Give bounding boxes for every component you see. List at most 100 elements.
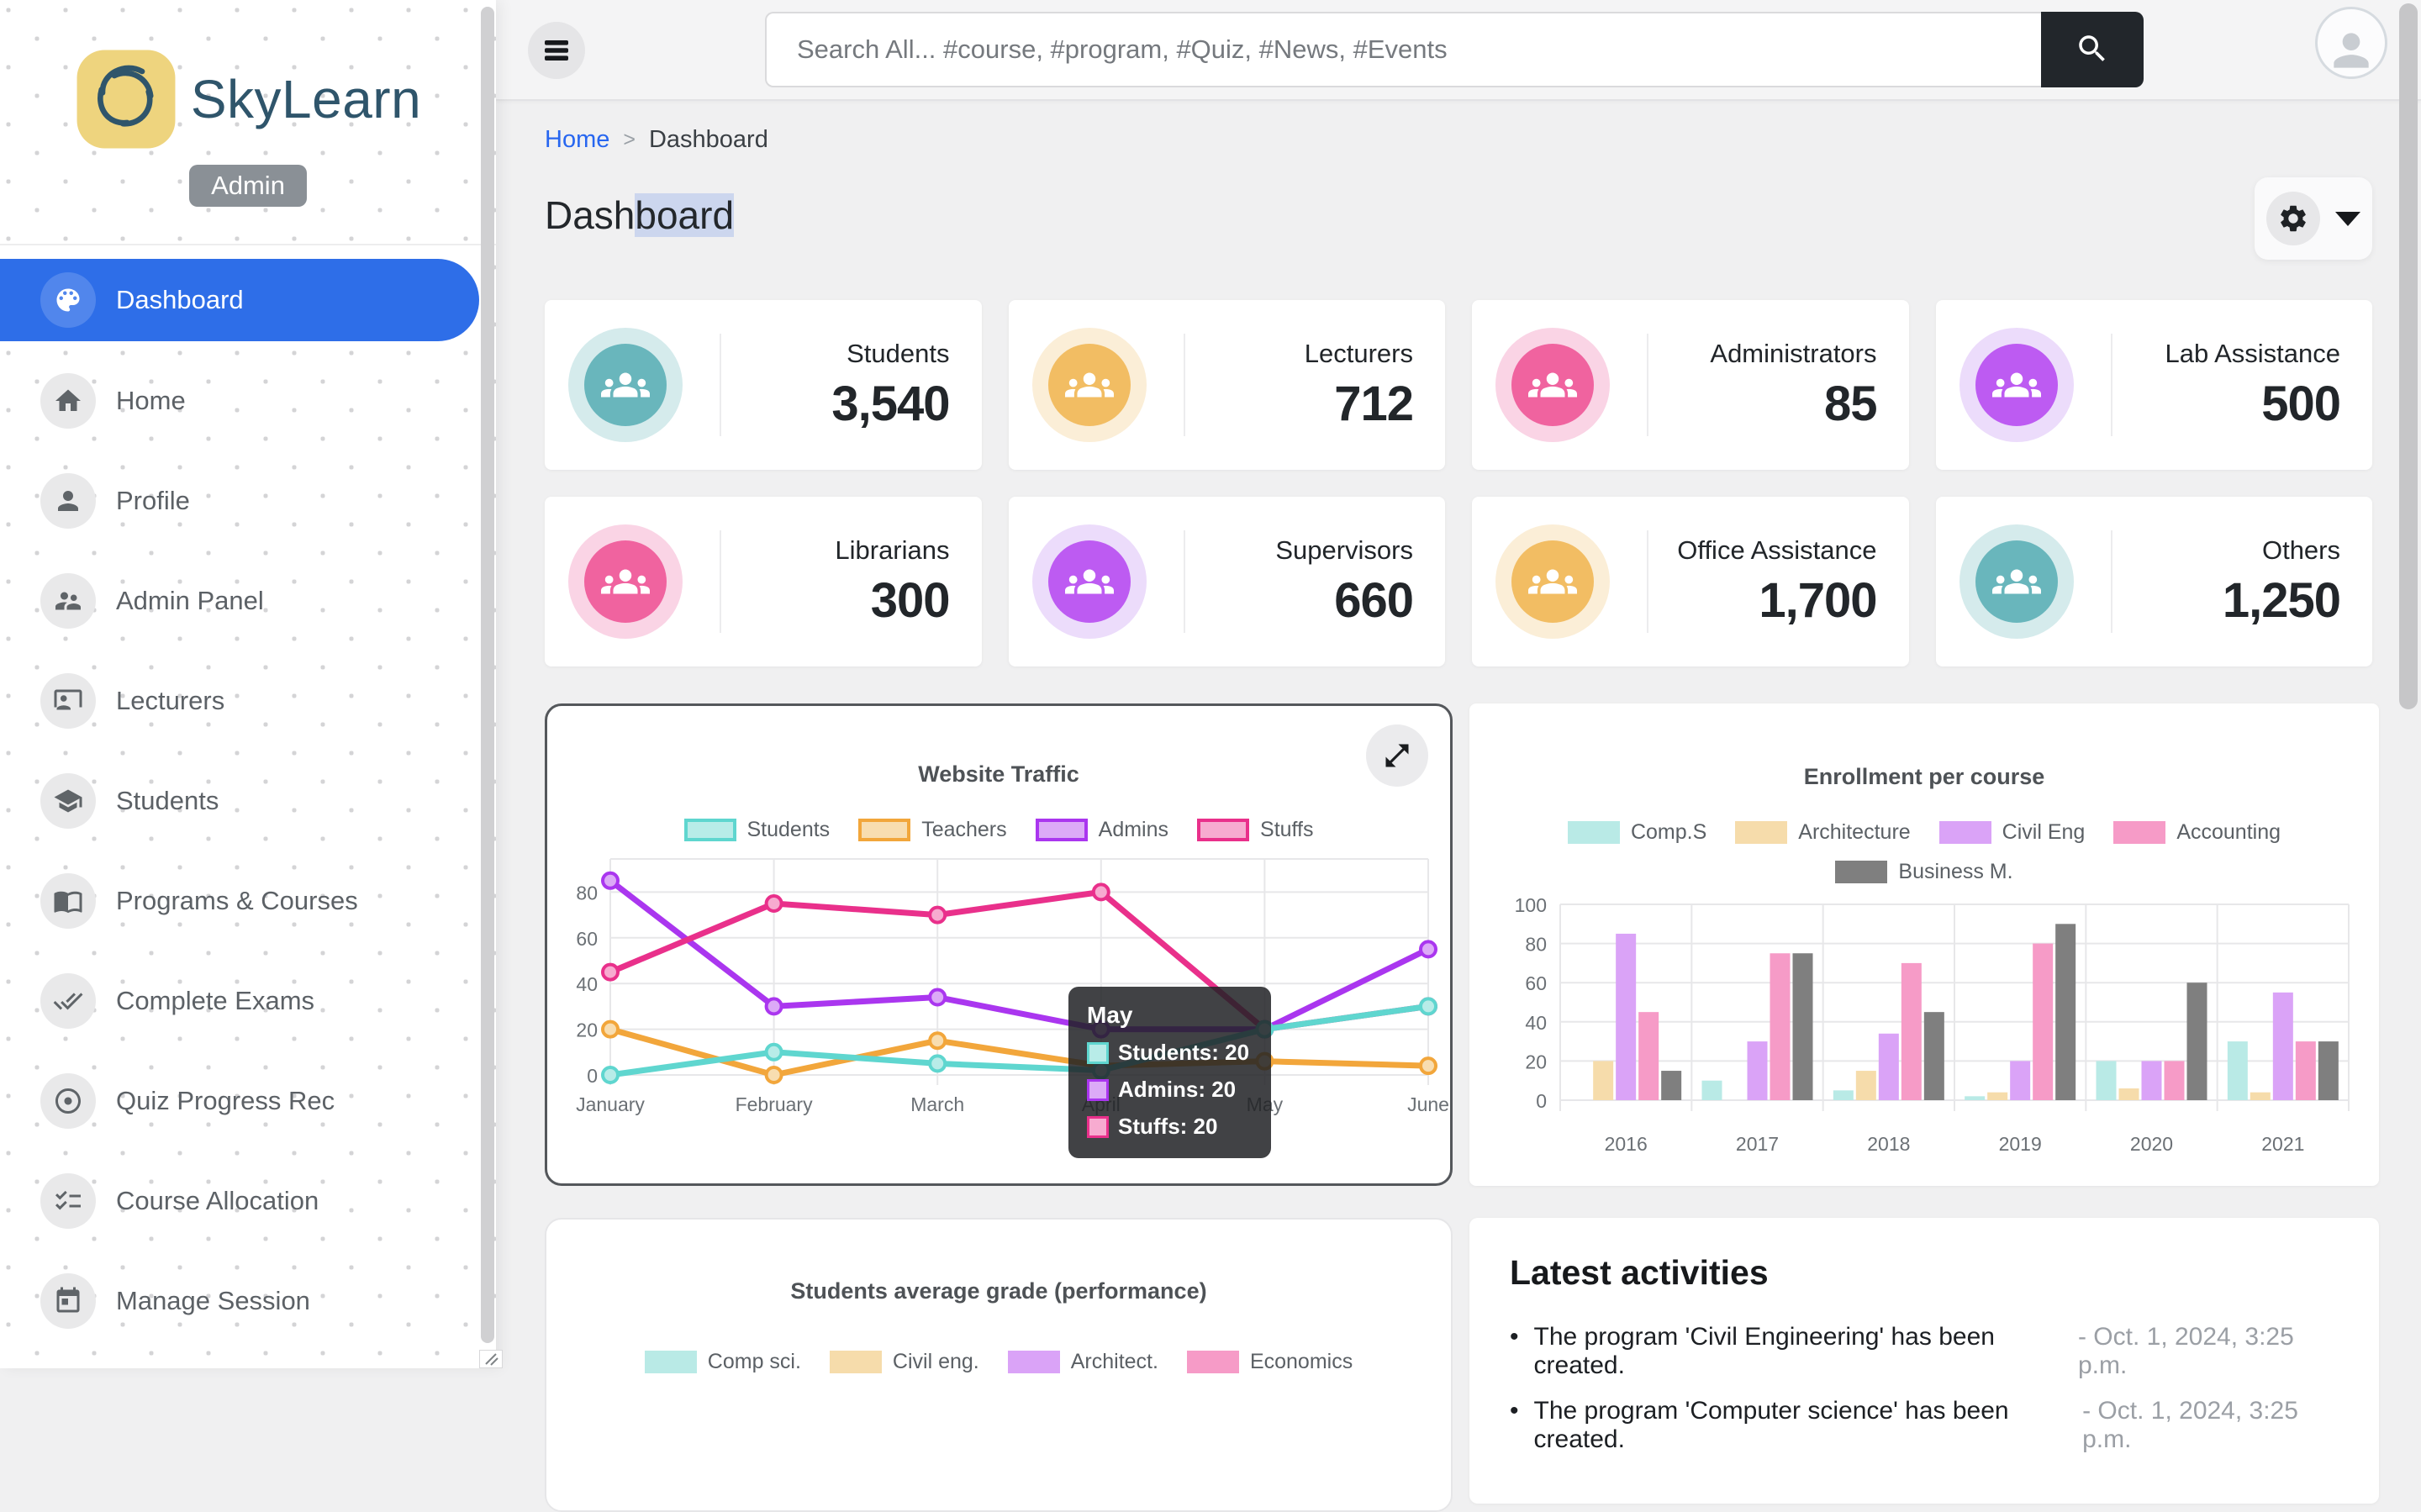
expand-icon[interactable]: [1366, 724, 1428, 787]
palette-icon: [40, 272, 96, 328]
legend-label: Architect.: [1070, 1350, 1158, 1373]
legend-civil-eng[interactable]: Civil Eng: [1938, 820, 2085, 845]
resize-grip-icon[interactable]: [479, 1350, 503, 1368]
target-icon: [40, 1072, 96, 1129]
chart-title: Students average grade (performance): [790, 1278, 1207, 1304]
stat-card: Others 1,250: [1935, 497, 2372, 666]
legend-swatch: [1197, 819, 1250, 841]
legend-accounting[interactable]: Accounting: [2113, 820, 2281, 845]
breadcrumb-separator: >: [623, 128, 636, 151]
page-scrollbar[interactable]: [2399, 3, 2418, 709]
sidebar-item-quiz-progress-rec[interactable]: Quiz Progress Rec: [0, 1051, 496, 1151]
svg-text:100: 100: [1515, 894, 1547, 916]
stat-label: Office Assistance: [1677, 535, 1877, 565]
legend-teachers[interactable]: Teachers: [858, 818, 1007, 842]
stats-grid: Students 3,540 Lecturers 712 Administrators 8…: [545, 300, 2372, 666]
traffic-line-chart[interactable]: January February March April May June 0 20 40 60 8…: [547, 852, 1455, 1130]
legend-comp-s[interactable]: Comp.S: [1567, 820, 1706, 845]
chart-title: Enrollment per course: [1803, 764, 2045, 789]
legend-label: Civil eng.: [892, 1350, 979, 1373]
legend-swatch: [2113, 821, 2166, 844]
legend-stuffs[interactable]: Stuffs: [1197, 818, 1313, 842]
groups-icon: [1047, 540, 1131, 623]
search-button[interactable]: [2041, 12, 2144, 87]
bullet-icon: •: [1510, 1323, 1519, 1351]
search-form: [765, 12, 2144, 87]
chevron-down-icon: [2335, 211, 2360, 226]
sidebar-item-dashboard[interactable]: Dashboard: [0, 259, 479, 341]
stat-icon-halo: [1031, 328, 1147, 442]
legend-swatch: [1567, 821, 1620, 844]
sidebar-item-label: Manage Session: [116, 1285, 310, 1315]
stat-text: Office Assistance 1,700: [1648, 535, 1909, 629]
brand[interactable]: SkyLearn: [0, 0, 496, 153]
svg-text:2020: 2020: [2130, 1133, 2173, 1155]
sidebar-item-home[interactable]: Home: [0, 350, 496, 450]
stat-label: Lecturers: [1304, 338, 1413, 368]
sidebar-item-profile[interactable]: Profile: [0, 450, 496, 551]
stat-text: Lab Assistance 500: [2112, 339, 2373, 432]
legend-architecture[interactable]: Architecture: [1735, 820, 1911, 845]
hamburger-menu-icon[interactable]: [528, 22, 585, 79]
legend-students[interactable]: Students: [683, 818, 830, 842]
legend-swatch: [683, 819, 736, 841]
divider: [1647, 334, 1648, 436]
sidebar-item-label: Lecturers: [116, 685, 225, 715]
sidebar-item-complete-exams[interactable]: Complete Exams: [0, 951, 496, 1051]
home-icon: [40, 372, 96, 429]
legend-architect-[interactable]: Architect.: [1007, 1350, 1158, 1374]
website-traffic-card: Website Traffic Students Teachers Admins St…: [545, 703, 1453, 1186]
groups-icon: [1064, 372, 1114, 398]
person-icon: [2334, 33, 2369, 68]
legend-economics[interactable]: Economics: [1186, 1350, 1353, 1374]
search-input[interactable]: [765, 12, 2041, 87]
legend-business-m-[interactable]: Business M.: [1835, 860, 2013, 884]
groups-icon: [1528, 569, 1577, 594]
sidebar-item-lecturers[interactable]: Lecturers: [0, 651, 496, 751]
breadcrumb-current: Dashboard: [648, 126, 768, 153]
divider: [720, 530, 721, 633]
settings-dropdown-button[interactable]: [2255, 177, 2372, 260]
user-avatar[interactable]: [2315, 7, 2387, 79]
gear-icon: [2266, 192, 2320, 245]
bottom-row: Students average grade (performance) Com…: [545, 1218, 2379, 1512]
lecturer-icon: [40, 672, 96, 729]
sidebar-item-label: Course Allocation: [116, 1185, 319, 1215]
svg-text:April: April: [1082, 1093, 1121, 1115]
skylearn-logo-icon: [76, 50, 176, 149]
legend-swatch: [829, 1351, 882, 1373]
legend-label: Accounting: [2176, 820, 2281, 844]
stat-label: Others: [2261, 535, 2340, 565]
breadcrumb-home-link[interactable]: Home: [545, 126, 610, 153]
legend-swatch: [1007, 1351, 1060, 1373]
legend-admins[interactable]: Admins: [1035, 818, 1168, 842]
groups-icon: [601, 372, 650, 398]
stat-card: Librarians 300: [545, 497, 982, 666]
legend-civil-eng-[interactable]: Civil eng.: [829, 1350, 979, 1374]
svg-text:20: 20: [1525, 1051, 1547, 1072]
svg-text:80: 80: [1525, 934, 1547, 956]
lecturer-icon: [54, 689, 82, 709]
sidebar-item-admin-panel[interactable]: Admin Panel: [0, 551, 496, 651]
svg-text:2021: 2021: [2261, 1133, 2304, 1155]
svg-text:February: February: [736, 1093, 814, 1115]
legend-label: Comp sci.: [707, 1350, 801, 1373]
legend-comp-sci-[interactable]: Comp sci.: [644, 1350, 801, 1374]
sidebar-item-label: Programs & Courses: [116, 885, 358, 915]
breadcrumb: Home > Dashboard: [545, 126, 2372, 154]
enrollment-legend: Comp.S Architecture Civil Eng Accounting Bus…: [1521, 820, 2328, 884]
enrollment-bar-chart[interactable]: 0 20 40 60 80 100 2016 2017 2018 2019 2020 2021: [1469, 894, 2379, 1172]
calendar-icon: [40, 1272, 96, 1329]
groups-icon: [1528, 372, 1577, 398]
sidebar-item-programs-courses[interactable]: Programs & Courses: [0, 851, 496, 951]
activity-date: - Oct. 1, 2024, 3:25 p.m.: [2077, 1323, 2294, 1379]
divider: [1647, 530, 1648, 633]
double-check-icon: [53, 992, 83, 1009]
stat-label: Supervisors: [1275, 535, 1413, 565]
svg-text:May: May: [1247, 1093, 1284, 1115]
person-icon: [40, 472, 96, 529]
sidebar-scrollbar[interactable]: [481, 7, 494, 1343]
sidebar-item-students[interactable]: Students: [0, 751, 496, 851]
sidebar-item-course-allocation[interactable]: Course Allocation: [0, 1151, 496, 1251]
sidebar-item-manage-session[interactable]: Manage Session: [0, 1251, 496, 1351]
